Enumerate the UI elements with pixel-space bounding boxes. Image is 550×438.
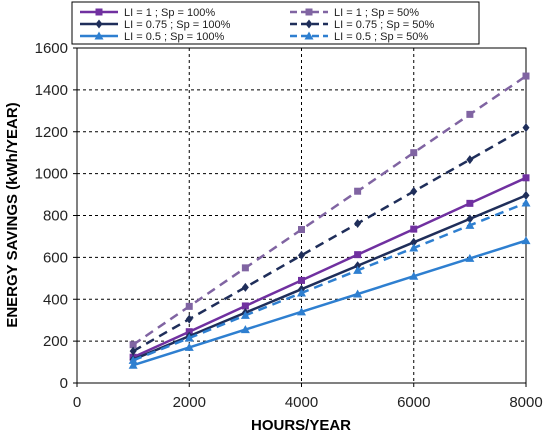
data-point: [185, 302, 193, 310]
data-point: [95, 8, 103, 16]
legend-label: LI = 1 ; Sp = 100%: [124, 7, 215, 19]
data-point: [354, 218, 362, 228]
y-tick-label: 1200: [35, 124, 68, 141]
data-point: [522, 123, 530, 133]
data-point: [128, 360, 138, 369]
data-point: [240, 310, 250, 319]
data-point: [522, 72, 530, 80]
tick-labels: 0 2000 4000 6000 8000 0 200 400 600 800 1000 1200 14…: [35, 40, 543, 411]
y-tick-label: 1400: [35, 82, 68, 99]
data-point: [297, 288, 306, 297]
data-point: [298, 226, 305, 234]
series-lines: [128, 72, 531, 369]
data-point: [241, 264, 249, 272]
data-point: [129, 341, 137, 349]
data-point: [466, 199, 474, 207]
legend-label: LI = 0.5 ; Sp = 100%: [124, 31, 225, 43]
series-line: [132, 239, 527, 367]
data-point: [409, 271, 419, 280]
legend-label: LI = 0.75 ; Sp = 100%: [124, 19, 231, 31]
data-point: [465, 253, 475, 262]
data-point: [353, 265, 363, 274]
x-tick-label: 2000: [173, 394, 206, 411]
series-line: [132, 201, 527, 362]
legend-label: LI = 1 ; Sp = 50%: [334, 7, 419, 19]
x-axis-title: HOURS/YEAR: [251, 417, 351, 434]
gridlines: [77, 48, 526, 383]
legend-box: [71, 1, 480, 45]
series-line: [132, 194, 527, 361]
data-point: [410, 237, 418, 247]
series-line: [132, 126, 527, 353]
y-tick-label: 400: [43, 291, 68, 308]
x-tick-label: 0: [73, 394, 81, 411]
data-point: [521, 236, 531, 245]
data-point: [305, 8, 313, 16]
data-point: [94, 31, 104, 40]
x-tick-label: 8000: [509, 394, 542, 411]
data-point: [298, 276, 305, 284]
y-tick-label: 1000: [35, 166, 68, 183]
data-point: [354, 187, 362, 195]
data-point: [95, 19, 103, 29]
data-point: [185, 314, 193, 324]
legend-label: LI = 0.5 ; Sp = 50%: [334, 31, 428, 43]
data-point: [409, 243, 419, 252]
x-tick-label: 4000: [285, 394, 318, 411]
y-tick-label: 200: [43, 333, 68, 350]
series-line: [132, 176, 527, 359]
data-point: [304, 31, 314, 40]
data-point: [184, 333, 194, 342]
data-point: [354, 261, 362, 271]
data-point: [353, 289, 363, 298]
data-point: [241, 302, 249, 310]
data-point: [466, 110, 474, 118]
data-point: [128, 355, 138, 364]
data-point: [298, 250, 305, 260]
data-point: [410, 186, 418, 196]
y-tick-label: 1600: [35, 40, 68, 57]
data-point: [184, 342, 194, 351]
data-point: [521, 198, 531, 207]
data-point: [410, 149, 418, 157]
y-tick-label: 600: [43, 249, 68, 266]
data-point: [240, 325, 250, 334]
data-point: [466, 214, 474, 224]
legend: LI = 1 ; Sp = 100% LI = 1 ; Sp = 50%LI = …: [71, 1, 480, 45]
legend-label: LI = 0.75 ; Sp = 50%: [334, 19, 435, 31]
data-point: [522, 190, 530, 200]
data-point: [410, 225, 418, 233]
y-axis-title: ENERGY SAVINGS (kWh/YEAR): [4, 102, 21, 327]
data-point: [129, 346, 137, 356]
data-point: [297, 307, 306, 316]
series-line: [132, 75, 527, 346]
data-point: [305, 19, 313, 29]
y-tick-label: 800: [43, 208, 68, 225]
data-point: [241, 282, 249, 292]
x-tick-label: 6000: [397, 394, 430, 411]
y-tick-label: 0: [60, 375, 68, 392]
data-point: [466, 155, 474, 165]
data-point: [522, 174, 530, 182]
data-point: [354, 251, 362, 259]
data-point: [465, 220, 475, 229]
